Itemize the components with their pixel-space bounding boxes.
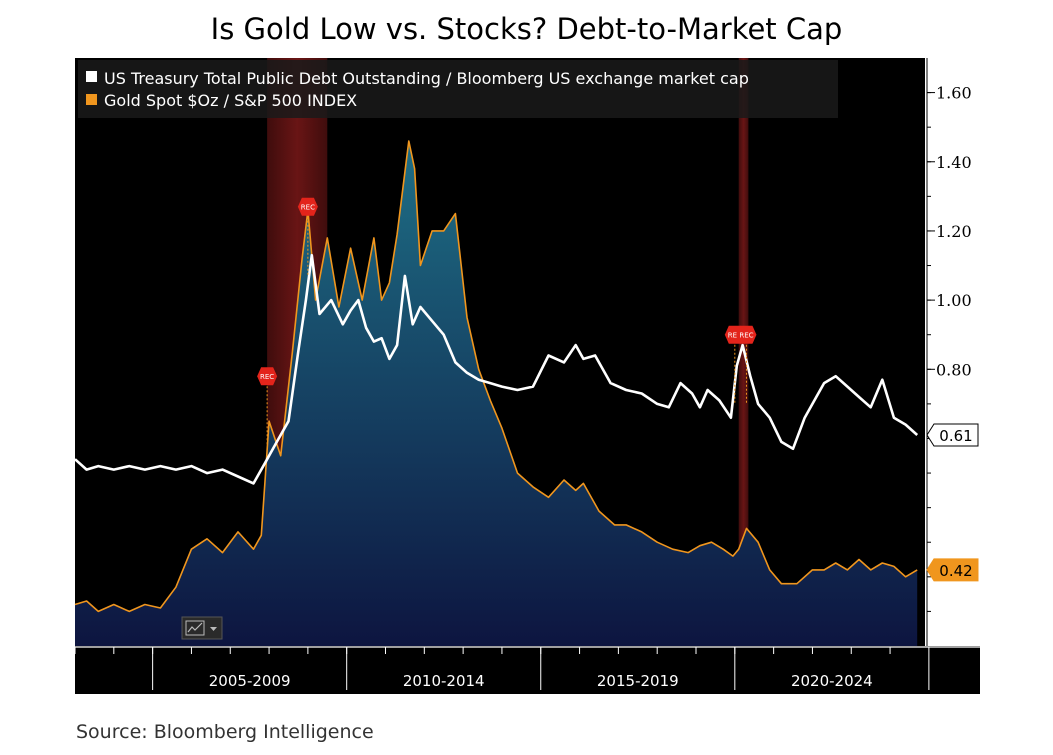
legend-swatch-debt bbox=[86, 71, 97, 82]
svg-text:REC: REC bbox=[301, 204, 315, 212]
x-category-2: 2015-2019 bbox=[597, 672, 679, 690]
x-category-1: 2010-2014 bbox=[403, 672, 485, 690]
x-category-0: 2005-2009 bbox=[209, 672, 291, 690]
last-value-debt: 0.61 bbox=[926, 423, 979, 447]
rec-marker-1[interactable]: REC bbox=[297, 197, 318, 277]
source-note: Source: Bloomberg Intelligence bbox=[76, 721, 374, 743]
svg-text:REC: REC bbox=[728, 332, 742, 340]
line-chart-icon[interactable] bbox=[181, 616, 223, 640]
svg-text:0.42: 0.42 bbox=[939, 562, 972, 580]
x-axis-panel bbox=[75, 646, 980, 694]
legend-label-debt: US Treasury Total Public Debt Outstandin… bbox=[104, 69, 749, 88]
chart-title: Is Gold Low vs. Stocks? Debt-to-Market C… bbox=[210, 12, 843, 46]
last-value-gold: 0.42 bbox=[926, 558, 979, 582]
gold-area bbox=[75, 141, 918, 646]
svg-text:REC: REC bbox=[260, 373, 274, 381]
y-tick-label-0: 0.80 bbox=[936, 360, 972, 379]
y-tick-label-2: 1.20 bbox=[936, 222, 972, 241]
y-tick-label-3: 1.40 bbox=[936, 153, 972, 172]
svg-text:0.61: 0.61 bbox=[939, 427, 972, 445]
gold-line bbox=[74, 140, 918, 613]
x-category-3: 2020-2024 bbox=[791, 672, 873, 690]
rec-marker-3[interactable]: REC bbox=[736, 325, 757, 405]
legend-swatch-gold bbox=[86, 94, 97, 105]
y-tick-label-1: 1.00 bbox=[936, 291, 972, 310]
legend-label-gold: Gold Spot $Oz / S&P 500 INDEX bbox=[104, 91, 357, 110]
legend-box bbox=[78, 60, 838, 118]
y-axis-panel bbox=[925, 58, 980, 646]
rec-marker-0[interactable]: REC bbox=[257, 367, 278, 447]
svg-text:REC: REC bbox=[739, 332, 753, 340]
y-tick-label-4: 1.60 bbox=[936, 84, 972, 103]
debt-line bbox=[74, 253, 919, 485]
